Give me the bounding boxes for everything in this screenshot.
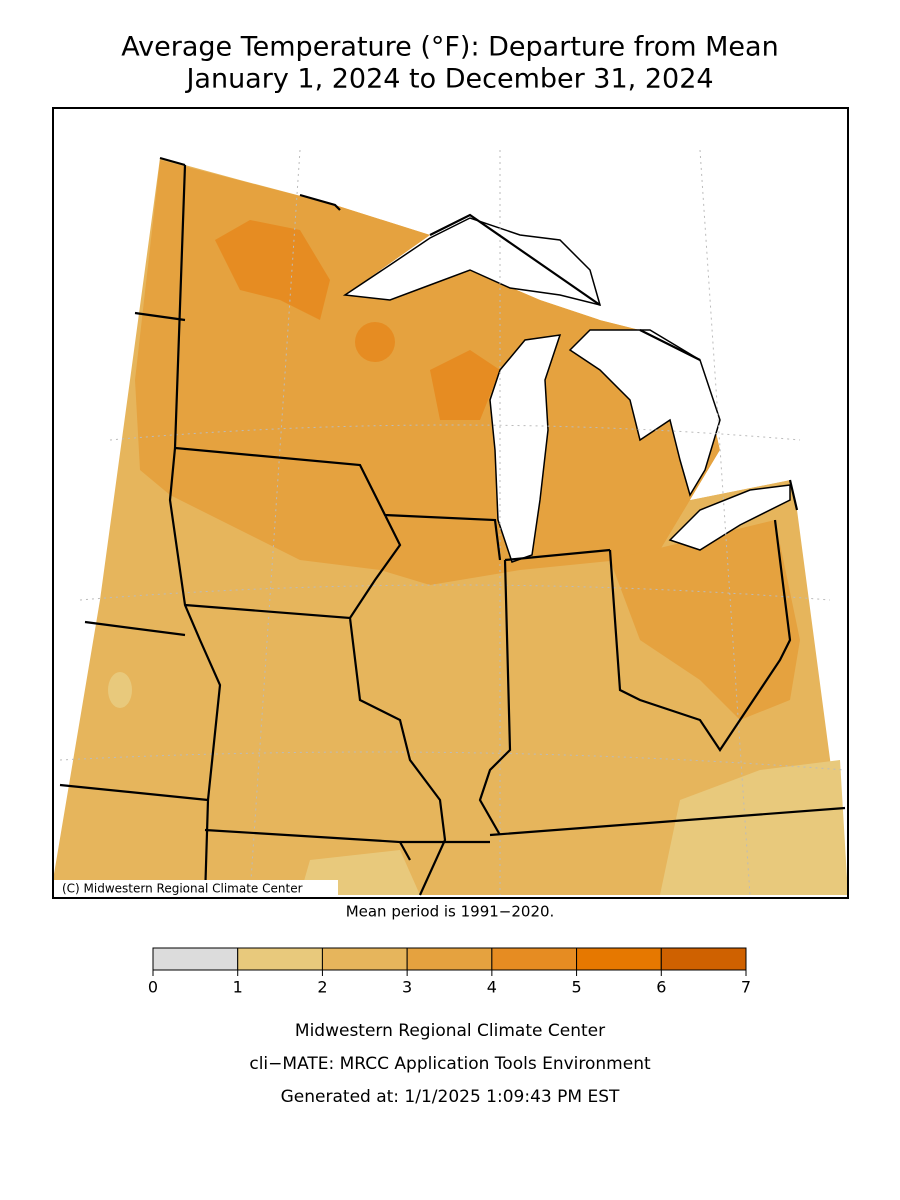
legend-tick-label: 1: [233, 978, 243, 997]
map-frame: [52, 107, 849, 899]
legend-tick-label: 2: [317, 978, 327, 997]
footer-line: Generated at: 1/1/2025 1:09:43 PM EST: [281, 1087, 620, 1107]
shade-warm: [610, 520, 800, 720]
legend-swatch: [660, 947, 747, 971]
lake-michigan: [489, 334, 562, 563]
subtitle: January 1, 2024 to December 31, 2024: [184, 64, 713, 95]
shade-cool: [108, 672, 132, 708]
credit-box: [54, 880, 338, 897]
footer-line: cli−MATE: MRCC Application Tools Environ…: [249, 1054, 651, 1074]
legend-tick-label: 0: [148, 978, 158, 997]
shade-hot: [215, 220, 330, 320]
legend-tick-label: 6: [656, 978, 666, 997]
legend-swatch: [237, 947, 323, 971]
graticule: [59, 149, 846, 896]
shade-hot: [430, 350, 500, 420]
footer-line: Midwestern Regional Climate Center: [295, 1021, 605, 1041]
legend-tick-label: 5: [571, 978, 581, 997]
state-border: [59, 164, 846, 899]
legend-swatch: [576, 947, 662, 971]
legend-tick-label: 7: [741, 978, 751, 997]
credit: (C) Midwestern Regional Climate Center: [62, 882, 303, 896]
lake-superior: [342, 217, 602, 307]
legend-tick-label: 3: [402, 978, 412, 997]
mean-note: Mean period is 1991−2020.: [346, 903, 555, 921]
footer: Midwestern Regional Climate Center cli−MA…: [249, 1021, 651, 1107]
legend-swatch: [321, 947, 408, 971]
legend-swatch: [152, 947, 239, 971]
title: Average Temperature (°F): Departure from…: [121, 32, 778, 63]
lake-erie: [668, 484, 791, 551]
legend-tick-label: 4: [487, 978, 497, 997]
shade-cool: [660, 760, 848, 895]
shade-hot: [355, 322, 395, 362]
legend: 0 1 2 3 4 5 6 7: [148, 947, 751, 997]
coastline: [159, 156, 799, 511]
legend-swatch: [491, 947, 578, 971]
legend-swatch: [406, 947, 493, 971]
map: (C) Midwestern Regional Climate Center: [52, 107, 849, 899]
